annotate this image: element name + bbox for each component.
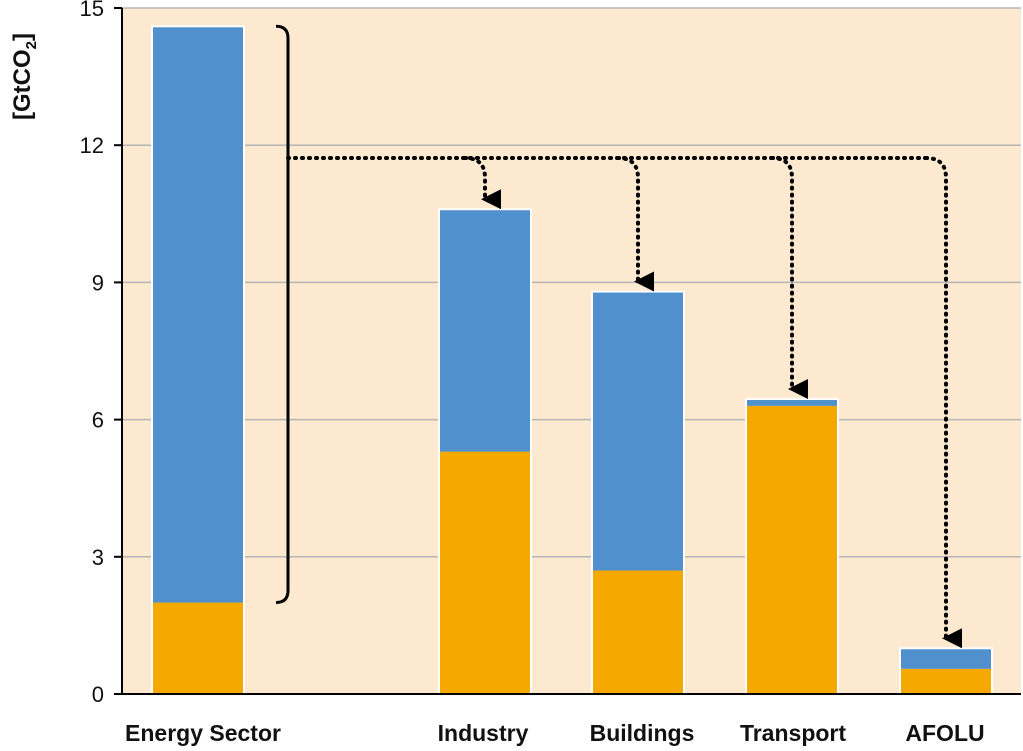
- bar-segment-upper: [746, 399, 838, 406]
- gridlines: [122, 7, 1021, 558]
- y-axis-label: [GtCO2]: [9, 33, 40, 120]
- axes: [114, 7, 1021, 695]
- bar-segment-lower: [592, 570, 684, 694]
- y-axis-label-close: ]: [9, 33, 36, 41]
- bar-segment-upper: [439, 209, 531, 452]
- redistribution-annotation: [275, 24, 962, 649]
- bar-segment-upper: [152, 26, 244, 603]
- y-tick-label-0: 0: [92, 682, 104, 707]
- y-tick-label-15: 15: [80, 0, 104, 21]
- category-label-industry: Industry: [438, 720, 529, 746]
- category-label-afolu: AFOLU: [905, 720, 984, 746]
- category-label-energy-sector: Energy Sector: [125, 720, 281, 746]
- plot-background: [122, 8, 1021, 694]
- bars-group: [151, 25, 993, 696]
- bar-segment-lower: [746, 405, 838, 694]
- bar-stack-energy-sector: [151, 25, 245, 695]
- y-tick-label-3: 3: [92, 545, 104, 570]
- category-label-transport: Transport: [740, 720, 846, 746]
- bar-segment-lower: [900, 668, 992, 694]
- y-axis-label-subscript: 2: [23, 41, 40, 49]
- bar-segment-upper: [592, 291, 684, 571]
- bar-stack-afolu: [899, 647, 993, 695]
- bar-segment-lower: [439, 451, 531, 694]
- y-tick-labels: 0 3 6 9 12 15: [80, 0, 104, 707]
- y-tick-label-6: 6: [92, 408, 104, 433]
- bar-segment-upper: [900, 648, 992, 669]
- bar-segment-lower: [152, 602, 244, 694]
- bar-stack-industry: [438, 208, 532, 696]
- category-labels: Energy Sector Industry Buildings Transport A…: [125, 720, 985, 746]
- category-label-buildings: Buildings: [590, 720, 695, 746]
- bracket: [275, 24, 290, 605]
- y-tick-label-12: 12: [80, 133, 104, 158]
- y-tick-label-9: 9: [92, 270, 104, 295]
- bar-stack-buildings: [591, 290, 685, 695]
- bar-stack-transport: [745, 398, 839, 695]
- y-axis-label-main: [GtCO: [9, 49, 36, 120]
